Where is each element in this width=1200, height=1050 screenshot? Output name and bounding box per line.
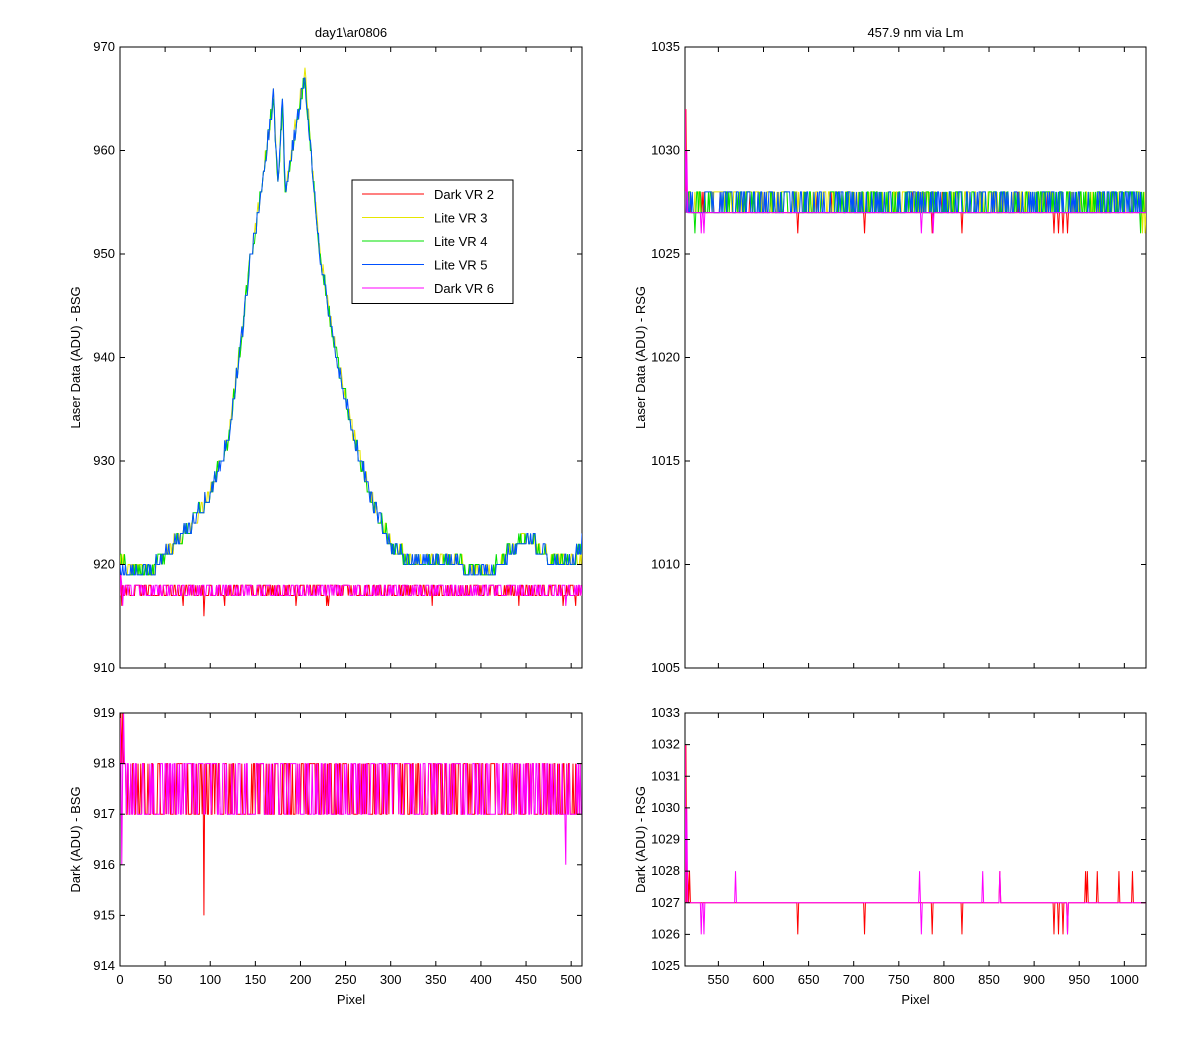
y-tick-label: 1010 bbox=[651, 557, 680, 572]
plot-area bbox=[119, 712, 583, 967]
x-tick-label: 650 bbox=[798, 972, 820, 987]
series-line-2 bbox=[120, 713, 582, 865]
x-tick-label: 350 bbox=[425, 972, 447, 987]
y-tick-label: 919 bbox=[93, 705, 115, 720]
y-tick-label: 950 bbox=[93, 246, 115, 261]
legend-label: Lite VR 4 bbox=[434, 234, 487, 249]
y-tick-label: 1032 bbox=[651, 737, 680, 752]
series-line-4 bbox=[120, 77, 582, 576]
y-axis-label: Dark (ADU) - BSG bbox=[68, 786, 83, 892]
legend-label: Dark VR 6 bbox=[434, 281, 494, 296]
y-tick-label: 1030 bbox=[651, 143, 680, 158]
chart-title: 457.9 nm via Lm bbox=[867, 25, 963, 40]
chart-rsg-laser: 1005 1010 1015 1020 1025 1030 1035 457.9 nm via… bbox=[633, 25, 1147, 675]
series-line-5 bbox=[685, 109, 1146, 234]
x-tick-label: 1000 bbox=[1110, 972, 1139, 987]
y-axis-label: Laser Data (ADU) - RSG bbox=[633, 286, 648, 429]
x-tick-label: 850 bbox=[978, 972, 1000, 987]
y-tick-label: 918 bbox=[93, 756, 115, 771]
x-axis-label: Pixel bbox=[337, 992, 365, 1007]
y-tick-label: 1033 bbox=[651, 705, 680, 720]
series-group bbox=[120, 67, 582, 617]
x-tick-label: 250 bbox=[335, 972, 357, 987]
chart-rsg-dark: 550 600 650 700 750 800 850 900 950 1000 1025 1026 1… bbox=[633, 705, 1147, 1007]
y-tick-label: 1027 bbox=[651, 895, 680, 910]
y-tick-label: 920 bbox=[93, 557, 115, 572]
x-tick-label: 800 bbox=[933, 972, 955, 987]
y-tick-label: 1035 bbox=[651, 39, 680, 54]
series-group bbox=[120, 713, 582, 916]
y-tick-label: 914 bbox=[93, 958, 115, 973]
series-line-2 bbox=[685, 744, 1146, 935]
x-tick-label: 500 bbox=[560, 972, 582, 987]
series-group bbox=[685, 744, 1146, 935]
y-tick-label: 930 bbox=[93, 453, 115, 468]
y-tick-label: 940 bbox=[93, 350, 115, 365]
chart-bsg-laser: 910 920 930 940 950 960 970 day1\ar0806 Laser Da… bbox=[68, 25, 583, 675]
y-tick-label: 1030 bbox=[651, 800, 680, 815]
y-tick-label: 1025 bbox=[651, 246, 680, 261]
y-tick-label: 1025 bbox=[651, 958, 680, 973]
plot-area bbox=[684, 46, 1147, 669]
y-tick-label: 960 bbox=[93, 143, 115, 158]
y-axis-label: Laser Data (ADU) - BSG bbox=[68, 286, 83, 428]
y-tick-label: 915 bbox=[93, 907, 115, 922]
y-tick-label: 916 bbox=[93, 857, 115, 872]
y-axis-label: Dark (ADU) - RSG bbox=[633, 786, 648, 893]
series-group bbox=[685, 109, 1146, 234]
x-tick-label: 950 bbox=[1068, 972, 1090, 987]
x-tick-label: 0 bbox=[116, 972, 123, 987]
chart-bsg-dark: 0 50 100 150 200 250 300 350 400 450 500 914 915 916 9… bbox=[68, 705, 583, 1007]
y-tick-label: 1005 bbox=[651, 660, 680, 675]
x-tick-label: 50 bbox=[158, 972, 172, 987]
x-tick-label: 700 bbox=[843, 972, 865, 987]
chart-title: day1\ar0806 bbox=[315, 25, 387, 40]
x-tick-label: 100 bbox=[199, 972, 221, 987]
x-tick-label: 400 bbox=[470, 972, 492, 987]
series-line-5 bbox=[120, 574, 582, 606]
x-tick-label: 150 bbox=[245, 972, 267, 987]
series-line-4 bbox=[685, 191, 1146, 214]
y-tick-label: 910 bbox=[93, 660, 115, 675]
x-tick-label: 750 bbox=[888, 972, 910, 987]
x-tick-label: 450 bbox=[515, 972, 537, 987]
y-tick-label: 1015 bbox=[651, 453, 680, 468]
x-tick-label: 550 bbox=[708, 972, 730, 987]
x-tick-label: 200 bbox=[290, 972, 312, 987]
legend: Dark VR 2 Lite VR 3 Lite VR 4 Lite VR 5 Dark… bbox=[351, 179, 514, 304]
y-tick-label: 917 bbox=[93, 806, 115, 821]
plot-area bbox=[684, 712, 1147, 967]
x-axis-label: Pixel bbox=[901, 992, 929, 1007]
y-tick-label: 1028 bbox=[651, 863, 680, 878]
plot-area bbox=[119, 46, 583, 669]
legend-label: Dark VR 2 bbox=[434, 187, 494, 202]
y-tick-label: 1026 bbox=[651, 926, 680, 941]
legend-label: Lite VR 5 bbox=[434, 258, 487, 273]
legend-box bbox=[351, 179, 514, 304]
x-tick-label: 600 bbox=[753, 972, 775, 987]
y-tick-label: 1031 bbox=[651, 768, 680, 783]
x-tick-label: 300 bbox=[380, 972, 402, 987]
y-tick-label: 970 bbox=[93, 39, 115, 54]
y-tick-label: 1029 bbox=[651, 832, 680, 847]
y-tick-label: 1020 bbox=[651, 350, 680, 365]
x-tick-label: 900 bbox=[1023, 972, 1045, 987]
legend-label: Lite VR 3 bbox=[434, 211, 487, 226]
